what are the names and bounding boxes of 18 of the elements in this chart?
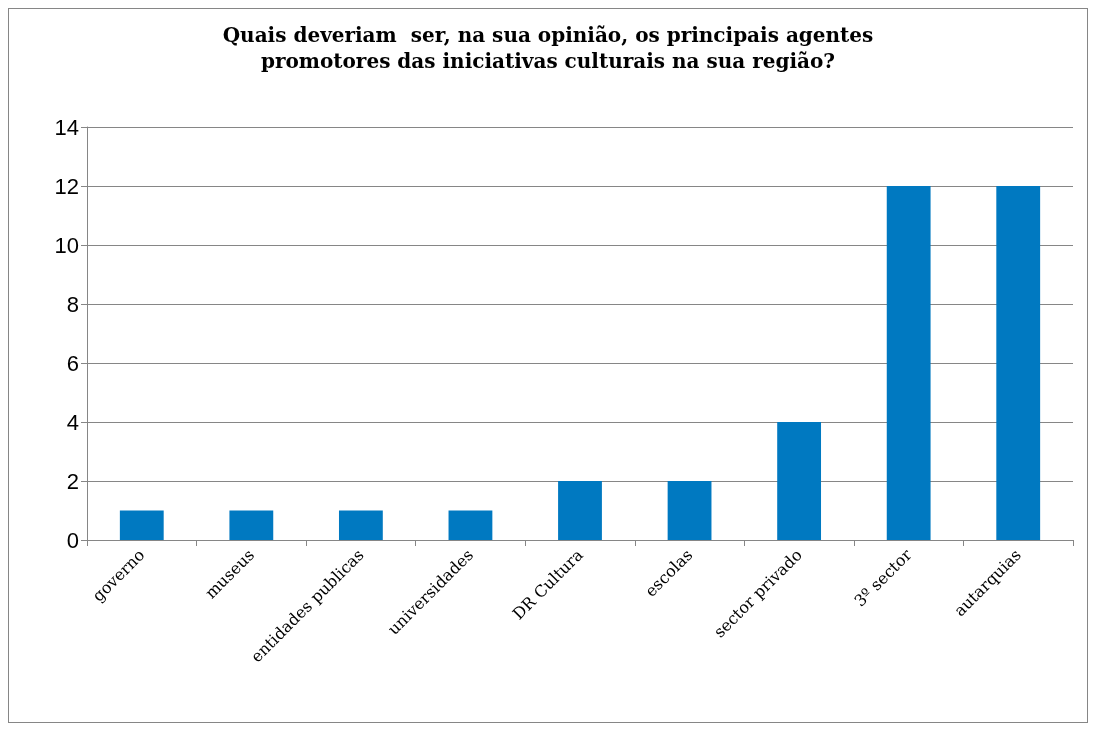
y-tick-label: 2 xyxy=(66,468,79,494)
bar xyxy=(667,481,712,540)
bar xyxy=(448,510,493,540)
y-tick-label: 6 xyxy=(66,350,79,376)
bar xyxy=(338,510,383,540)
bar xyxy=(119,510,164,540)
y-tick-label: 8 xyxy=(66,291,79,317)
y-tick-label: 14 xyxy=(54,114,79,140)
y-tick-label: 10 xyxy=(54,232,79,258)
bar xyxy=(229,510,274,540)
bar xyxy=(777,422,822,540)
y-tick-label: 4 xyxy=(66,409,79,435)
bar xyxy=(558,481,602,540)
bar xyxy=(886,186,931,540)
y-tick-label: 0 xyxy=(66,527,79,553)
chart-title: Quais deveriam ser, na sua opinião, os principais agentes promotores das iniciativas culturais na sua região? xyxy=(222,23,874,73)
y-tick-label: 12 xyxy=(54,173,79,199)
bar xyxy=(996,186,1041,540)
